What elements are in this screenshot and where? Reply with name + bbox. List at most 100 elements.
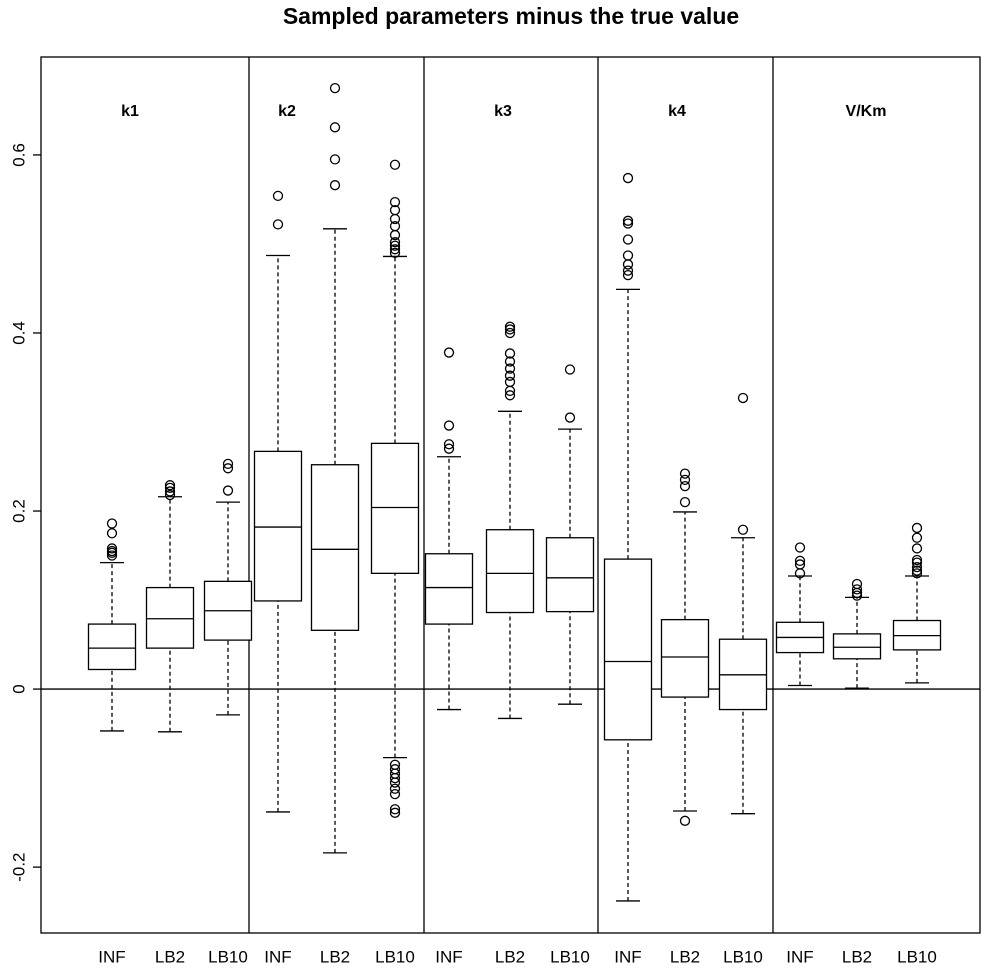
outlier — [504, 376, 516, 388]
outlier — [851, 584, 863, 595]
outlier — [272, 219, 284, 230]
x-tick-label: INF — [614, 947, 641, 966]
outlier — [106, 518, 118, 529]
panel-label: k2 — [278, 103, 296, 120]
outlier — [272, 190, 284, 202]
outlier — [164, 482, 176, 494]
box — [485, 529, 535, 614]
outlier — [106, 550, 118, 561]
outlier — [504, 370, 516, 381]
panel-label: k3 — [494, 103, 512, 120]
outlier — [679, 815, 691, 826]
outlier — [329, 154, 341, 165]
outlier — [329, 180, 341, 191]
outlier — [911, 561, 923, 573]
outlier — [106, 545, 118, 557]
outlier — [329, 83, 341, 94]
outlier — [389, 777, 401, 788]
x-tick-label: LB10 — [897, 947, 937, 966]
outlier — [443, 443, 455, 454]
outlier — [504, 321, 516, 332]
outlier — [911, 568, 923, 579]
outlier — [504, 363, 516, 374]
outlier — [794, 555, 806, 567]
x-tick-label: INF — [264, 947, 291, 966]
outlier — [389, 159, 401, 170]
outlier — [222, 458, 234, 469]
panel-label: V/Km — [846, 103, 887, 120]
outlier — [222, 485, 234, 496]
outlier — [504, 324, 516, 335]
box — [603, 558, 653, 741]
x-tick-label: LB2 — [155, 947, 185, 966]
outlier — [389, 804, 401, 815]
outlier — [389, 244, 401, 255]
box — [370, 442, 420, 574]
x-tick-label: LB10 — [208, 947, 248, 966]
outlier — [389, 196, 401, 208]
x-tick-label: LB10 — [375, 947, 415, 966]
outlier — [622, 250, 634, 261]
y-tick-label: 0.4 — [9, 321, 28, 345]
outlier — [389, 237, 401, 248]
outlier — [911, 557, 923, 568]
outlier — [622, 259, 634, 270]
outlier — [389, 240, 401, 251]
outlier — [106, 528, 118, 539]
outlier — [622, 234, 634, 245]
outlier — [679, 496, 691, 508]
outlier — [911, 565, 923, 576]
outlier — [564, 412, 576, 423]
outlier — [504, 348, 516, 359]
y-tick-label: 0.2 — [9, 499, 28, 523]
outlier — [911, 543, 923, 554]
outlier — [443, 347, 455, 358]
box — [310, 464, 360, 631]
outlier — [737, 392, 749, 404]
box — [253, 450, 303, 602]
box — [424, 553, 474, 625]
x-tick-label: LB2 — [320, 947, 350, 966]
outlier — [389, 783, 401, 794]
x-tick-label: LB10 — [723, 947, 763, 966]
outlier — [443, 420, 455, 431]
outlier — [106, 543, 118, 554]
outlier — [737, 524, 749, 535]
outlier — [794, 542, 806, 553]
panel-label: k4 — [668, 103, 686, 120]
outlier — [851, 578, 863, 590]
x-tick-label: LB2 — [495, 947, 525, 966]
box — [832, 633, 882, 660]
box — [145, 586, 195, 649]
outlier — [911, 532, 923, 543]
outlier — [443, 439, 455, 450]
y-tick-label: 0.6 — [9, 143, 28, 167]
outlier — [329, 122, 341, 133]
outlier — [622, 269, 634, 281]
outlier — [389, 772, 401, 784]
outlier — [164, 489, 176, 501]
outlier — [504, 390, 516, 401]
x-tick-label: LB10 — [550, 947, 590, 966]
outlier — [164, 486, 176, 497]
chart-title: Sampled parameters minus the true value — [283, 3, 739, 29]
y-tick-label: 0 — [9, 684, 28, 693]
outlier — [794, 559, 806, 570]
outlier — [622, 265, 634, 276]
plot-frame — [40, 56, 981, 934]
outlier — [911, 522, 923, 534]
outlier — [164, 480, 176, 491]
outlier — [389, 220, 401, 232]
outlier — [679, 468, 691, 479]
box — [545, 537, 595, 613]
outlier — [679, 480, 691, 492]
box — [87, 623, 137, 671]
outlier — [504, 356, 516, 367]
outlier — [622, 172, 634, 184]
outlier — [389, 788, 401, 800]
y-tick-label: -0.2 — [9, 852, 28, 881]
outlier — [389, 247, 401, 259]
outlier — [679, 474, 691, 486]
x-tick-label: LB2 — [842, 947, 872, 966]
